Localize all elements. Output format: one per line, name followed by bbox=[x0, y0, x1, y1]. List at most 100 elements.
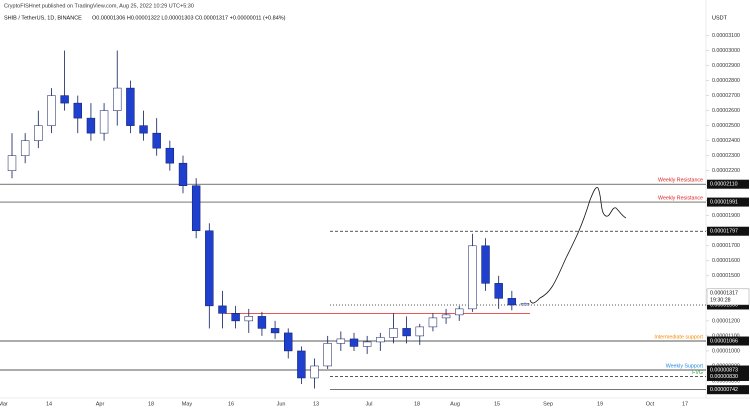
candle-body bbox=[191, 185, 201, 232]
level-annotation: Intermediate support bbox=[654, 334, 703, 340]
level-annotation: Weekly Resistance bbox=[658, 195, 703, 201]
candle-body bbox=[218, 305, 227, 314]
y-tick-label: 0.00001700 bbox=[712, 243, 740, 249]
candle-body bbox=[507, 298, 517, 306]
price-tag bbox=[707, 197, 749, 207]
price-tag bbox=[707, 226, 749, 236]
x-tick-label: 17 bbox=[682, 401, 688, 407]
y-tick-label: 0.00000800 bbox=[712, 378, 740, 384]
candle-body bbox=[376, 337, 385, 343]
price-tag-label: 0.00002110 bbox=[710, 182, 738, 188]
candle-body bbox=[73, 102, 82, 119]
candle-body bbox=[99, 110, 109, 134]
candle-body bbox=[165, 147, 175, 164]
y-tick-label: 0.00002700 bbox=[712, 93, 740, 99]
x-tick-label: Aug bbox=[450, 401, 460, 407]
candle-body bbox=[7, 155, 17, 171]
candle-body bbox=[323, 343, 332, 367]
level-annotation: Weekly Support bbox=[666, 363, 704, 369]
price-tag bbox=[707, 365, 749, 375]
candle-body bbox=[336, 338, 346, 344]
price-tag-label: 0.00001066 bbox=[710, 338, 738, 344]
price-tag-label: 0.00000742 bbox=[710, 387, 738, 393]
candle-body bbox=[47, 95, 56, 126]
candle-body bbox=[297, 350, 306, 379]
price-tag bbox=[707, 371, 749, 381]
candle-body bbox=[60, 95, 69, 104]
y-tick-label: 0.00002900 bbox=[712, 63, 740, 69]
price-tag-label: 0.00000873 bbox=[710, 367, 738, 373]
candle-body bbox=[362, 341, 372, 347]
candle-body bbox=[86, 117, 96, 134]
candle-body bbox=[231, 313, 240, 322]
y-tick-label: 0.00002200 bbox=[712, 168, 740, 174]
candle-body bbox=[481, 245, 490, 284]
y-tick-label: 0.00001000 bbox=[712, 348, 740, 354]
x-tick-label: Oct bbox=[646, 401, 655, 407]
candle-body bbox=[310, 365, 319, 379]
currency: USDT bbox=[712, 15, 728, 21]
publisher: CryptoFISHnet published on TradingView.c… bbox=[4, 3, 194, 9]
candle-body bbox=[34, 125, 43, 141]
x-tick-label: Sep bbox=[543, 401, 553, 407]
symbol: SHIB / TetherUS, 1D, BINANCE bbox=[4, 15, 82, 21]
x-tick-label: Apr bbox=[96, 401, 105, 407]
x-tick-label: 14 bbox=[46, 401, 52, 407]
price-tag bbox=[707, 179, 749, 189]
y-tick-label: 0.00002400 bbox=[712, 138, 740, 144]
price-tag bbox=[707, 385, 749, 395]
candle-body bbox=[139, 125, 148, 134]
y-tick-label: 0.00001200 bbox=[712, 318, 740, 324]
price-tag-label: 0.00001306 bbox=[710, 302, 738, 308]
candle-body bbox=[428, 317, 438, 328]
candle-body bbox=[257, 316, 267, 329]
y-tick-label: 0.00002300 bbox=[712, 153, 740, 159]
countdown: 19:30:28 bbox=[710, 298, 731, 304]
y-tick-label: 0.00002500 bbox=[712, 123, 740, 129]
y-tick-label: 0.00001600 bbox=[712, 258, 740, 264]
ohlc: O0.00001306 H0.00001322 L0.00001303 C0.0… bbox=[92, 15, 286, 21]
candle-body bbox=[178, 162, 188, 186]
x-tick-label: 16 bbox=[228, 401, 234, 407]
price-tag-label: 0.00001797 bbox=[710, 229, 738, 235]
x-tick-label: 18 bbox=[148, 401, 154, 407]
candle-body bbox=[244, 316, 253, 322]
candle-body bbox=[441, 314, 451, 319]
level-annotation: FVG bbox=[692, 370, 703, 376]
candle-body bbox=[20, 140, 30, 156]
candle-body bbox=[205, 230, 214, 307]
candle-body bbox=[349, 338, 359, 347]
x-tick-label: 13 bbox=[313, 401, 319, 407]
candle-body bbox=[494, 283, 503, 299]
price-tag-label: 0.00001991 bbox=[710, 199, 738, 205]
candle-body bbox=[468, 245, 477, 310]
y-tick-label: 0.00003100 bbox=[712, 33, 740, 39]
candle-body bbox=[284, 332, 293, 352]
y-tick-label: 0.00002800 bbox=[712, 78, 740, 84]
price-tag bbox=[707, 336, 749, 346]
level-annotation: Weekly Resistance bbox=[658, 178, 703, 184]
y-tick-label: 0.00001500 bbox=[712, 273, 740, 279]
y-tick-label: 0.00003000 bbox=[712, 48, 740, 54]
x-tick-label: 15 bbox=[494, 401, 500, 407]
candle-body bbox=[270, 328, 280, 334]
y-tick-label: 0.00002600 bbox=[712, 108, 740, 114]
x-tick-label: Mar bbox=[0, 401, 8, 407]
last-price-tag bbox=[706, 288, 750, 306]
x-tick-label: 18 bbox=[414, 401, 420, 407]
candle-body bbox=[520, 303, 530, 306]
price-tag-label: 0.00000830 bbox=[710, 374, 738, 380]
candle-body bbox=[455, 308, 464, 316]
candle-body bbox=[126, 87, 135, 126]
x-tick-label: May bbox=[182, 401, 193, 407]
candle-body bbox=[415, 326, 424, 337]
y-tick-label: 0.00001900 bbox=[712, 213, 740, 219]
x-tick-label: 19 bbox=[597, 401, 603, 407]
y-tick-label: 0.00001100 bbox=[712, 333, 740, 339]
candle-body bbox=[402, 328, 411, 337]
candle-body bbox=[152, 132, 161, 149]
candle-body bbox=[113, 87, 122, 111]
x-tick-label: Jul bbox=[365, 401, 372, 407]
